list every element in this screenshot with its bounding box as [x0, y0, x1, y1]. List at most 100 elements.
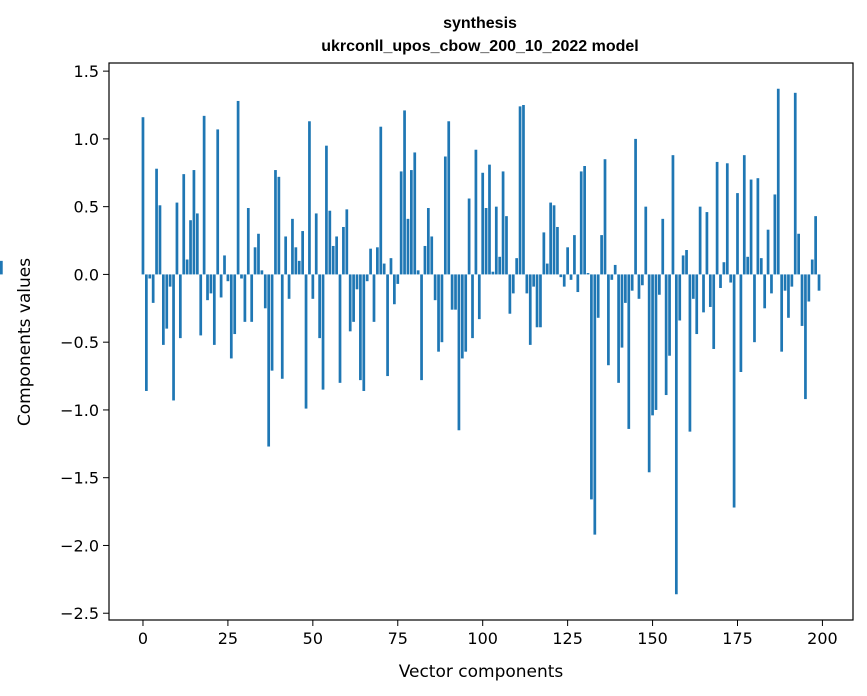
bar [172, 274, 175, 401]
bar [314, 213, 318, 275]
bar [389, 258, 393, 275]
bar [376, 247, 379, 275]
bar [460, 274, 464, 359]
bar [674, 274, 678, 595]
bar [443, 156, 447, 275]
bar [236, 100, 240, 275]
chart-subtitle: ukrconll_upos_cbow_200_10_2022 model [321, 38, 638, 55]
bar [410, 170, 413, 275]
bar [586, 273, 590, 275]
bar [702, 274, 705, 313]
bar [763, 274, 767, 309]
bar [447, 121, 451, 275]
bar [749, 179, 753, 275]
bar [742, 155, 746, 275]
bar [423, 245, 427, 275]
bar [321, 274, 325, 390]
bar [746, 256, 750, 275]
bar [654, 274, 658, 410]
bar [691, 274, 695, 299]
bar [661, 218, 665, 275]
bar [151, 274, 155, 303]
bar [590, 274, 593, 500]
bar [596, 274, 600, 318]
y-tick-label: −1.5 [60, 469, 99, 488]
x-tick-label: 25 [218, 629, 238, 648]
bar [525, 274, 529, 294]
bar [804, 274, 807, 400]
bar [732, 274, 736, 508]
bar [736, 193, 739, 275]
bar [437, 274, 440, 352]
bar [491, 271, 495, 275]
bar [229, 274, 233, 359]
bar [240, 274, 243, 279]
bar [620, 274, 624, 348]
y-tick-label: 0.0 [74, 265, 99, 284]
bar [617, 274, 620, 383]
bar [450, 274, 454, 310]
bar [226, 274, 230, 282]
bar [498, 256, 502, 275]
bar [440, 274, 444, 343]
bar [719, 274, 722, 288]
bar [393, 274, 396, 305]
bar [688, 274, 692, 432]
bar [369, 248, 372, 275]
bar [634, 138, 637, 275]
bar [515, 258, 519, 275]
bar [223, 255, 226, 275]
bar [770, 274, 773, 294]
bar [593, 274, 597, 535]
bar [403, 110, 406, 275]
bar [209, 274, 213, 294]
bar [647, 274, 651, 473]
bar [671, 155, 675, 275]
bar [342, 226, 345, 275]
bar [494, 206, 498, 275]
bar [573, 235, 576, 275]
bar [644, 206, 648, 275]
bar [338, 274, 342, 383]
bar [715, 161, 719, 275]
bar [613, 264, 617, 275]
bar [294, 247, 298, 275]
bar [141, 117, 145, 275]
bar [790, 274, 794, 287]
bar [610, 274, 614, 280]
x-tick-label: 100 [467, 629, 498, 648]
bar [576, 274, 580, 293]
bar [528, 274, 532, 345]
bar [545, 263, 549, 275]
bar [148, 274, 152, 279]
bar [195, 213, 199, 275]
bar [725, 163, 729, 275]
bar [681, 255, 685, 275]
bar [641, 274, 644, 286]
bar [280, 274, 284, 379]
bar [552, 205, 556, 275]
bar [607, 274, 610, 366]
bar [505, 216, 508, 275]
bar [348, 274, 352, 332]
bar [0, 260, 3, 275]
bar [773, 194, 777, 275]
x-tick-label: 50 [303, 629, 323, 648]
bar [569, 274, 573, 280]
bar [566, 247, 569, 275]
bar [471, 274, 474, 339]
x-tick-label: 200 [807, 629, 838, 648]
bar [426, 208, 430, 275]
y-axis-label: Components values [15, 258, 35, 426]
bar [481, 172, 485, 275]
bar [287, 274, 291, 299]
y-tick-label: −0.5 [60, 333, 99, 352]
x-tick-label: 150 [637, 629, 668, 648]
bar [579, 171, 583, 275]
bar [705, 212, 709, 275]
bar [464, 274, 468, 352]
bar [182, 174, 186, 275]
bar [301, 231, 304, 275]
bar [382, 263, 386, 275]
bar [331, 245, 335, 275]
